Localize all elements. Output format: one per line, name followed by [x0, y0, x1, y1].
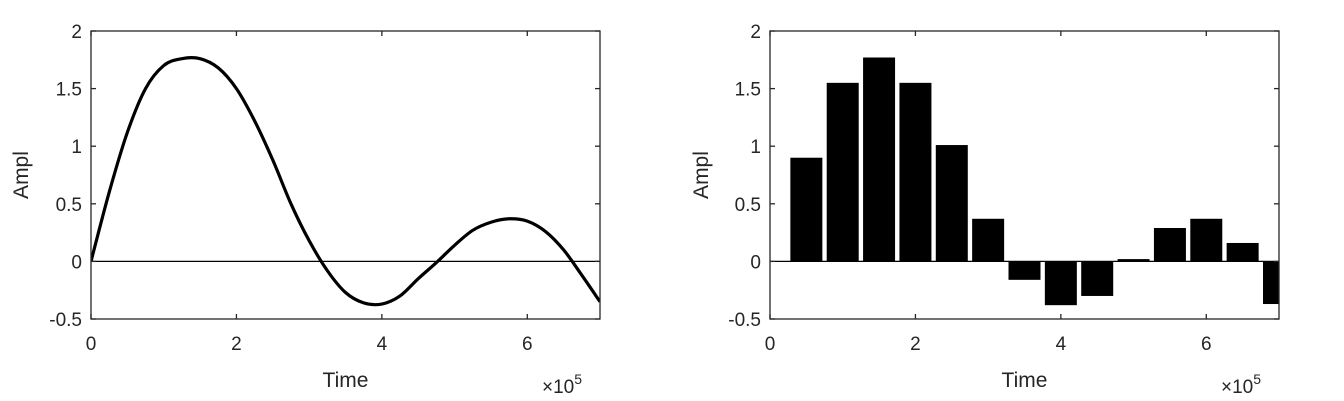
- x-tick-label: 2: [910, 334, 921, 355]
- bar: [1153, 227, 1186, 262]
- x-exponent-label: ×105: [542, 371, 582, 398]
- x-axis-label: Time: [323, 369, 369, 392]
- y-tick-label: 0.5: [735, 195, 761, 216]
- bar: [826, 82, 859, 262]
- y-tick-label: 0: [71, 252, 82, 273]
- y-axis-label: Ampl: [10, 151, 33, 199]
- y-tick-label: 1.5: [56, 80, 82, 101]
- y-tick-label: 2: [71, 22, 82, 43]
- x-tick-label: 2: [231, 334, 242, 355]
- plot-area: [91, 56, 600, 307]
- bar: [1226, 242, 1259, 262]
- bar: [1190, 218, 1223, 262]
- bar: [1117, 259, 1150, 262]
- x-tick-label: 0: [765, 334, 776, 355]
- bar: [899, 82, 932, 262]
- bar: [1008, 261, 1041, 280]
- bar: [1081, 261, 1114, 296]
- bar: [790, 157, 823, 262]
- axes-frame: [769, 30, 1280, 320]
- x-tick-label: 6: [1201, 334, 1212, 355]
- bar: [972, 218, 1005, 262]
- x-exponent-label: ×105: [1221, 371, 1261, 398]
- x-tick-label: 0: [86, 334, 97, 355]
- plot-area: [770, 57, 1279, 306]
- bar: [1044, 261, 1077, 306]
- y-tick-label: 0.5: [56, 195, 82, 216]
- x-tick-label: 4: [377, 334, 388, 355]
- x-tick-label: 6: [522, 334, 533, 355]
- y-tick-label: -0.5: [728, 310, 761, 331]
- series-line: [91, 56, 600, 307]
- x-axis-label: Time: [1002, 369, 1048, 392]
- y-axis-label: Ampl: [690, 151, 713, 199]
- bar: [935, 145, 968, 262]
- bar: [1263, 261, 1279, 305]
- y-tick-label: 1: [71, 137, 82, 158]
- axes-frame: [90, 30, 601, 320]
- y-tick-label: 1.5: [735, 80, 761, 101]
- y-tick-label: 0: [750, 252, 761, 273]
- y-tick-label: 1: [750, 137, 761, 158]
- bar: [863, 57, 896, 262]
- y-tick-label: -0.5: [49, 310, 82, 331]
- y-tick-label: 2: [750, 22, 761, 43]
- x-tick-label: 4: [1056, 334, 1067, 355]
